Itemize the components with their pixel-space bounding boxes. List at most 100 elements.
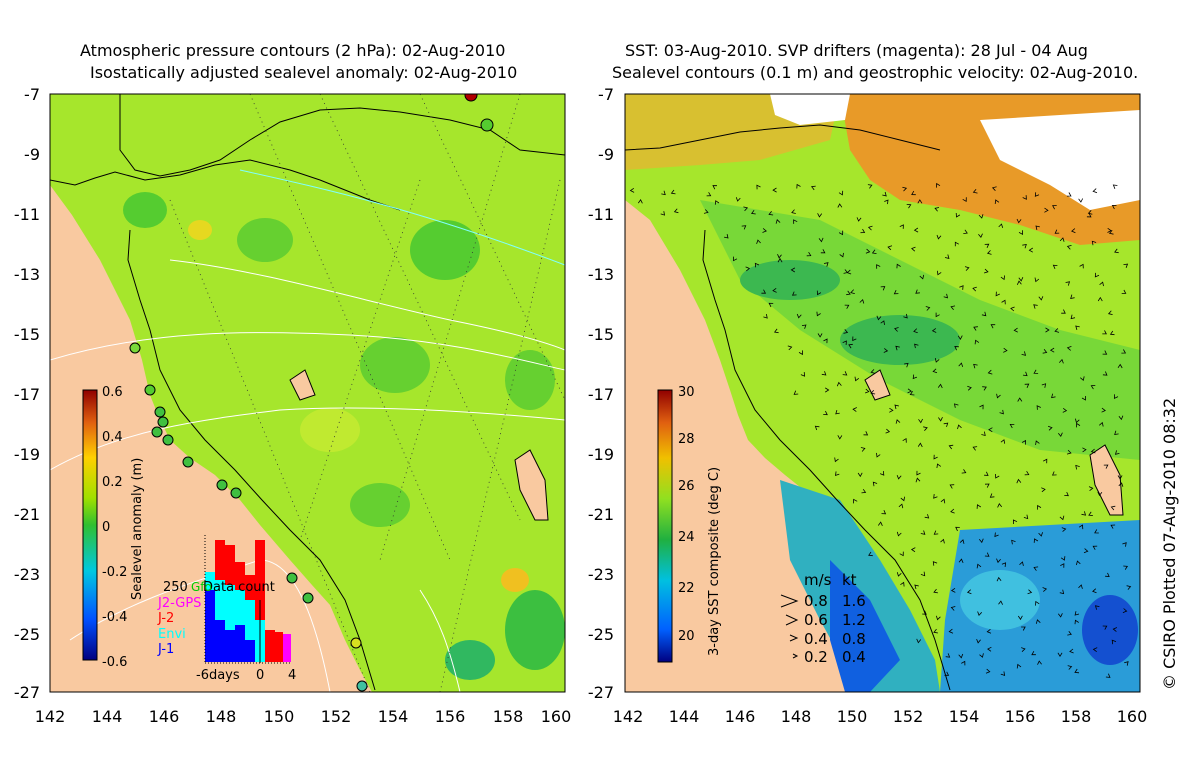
velocity-arrow	[944, 671, 950, 676]
velocity-arrow	[1126, 585, 1132, 590]
copyright-notice: © CSIRO Plotted 07-Aug-2010 08:32	[1160, 397, 1179, 690]
velocity-arrow	[1027, 589, 1033, 595]
velocity-arrow	[916, 638, 922, 644]
velocity-arrow	[924, 514, 930, 519]
velocity-arrow	[932, 368, 938, 374]
velocity-arrow	[772, 187, 777, 193]
left-colorbar-tick: -0.2	[102, 565, 127, 580]
velocity-arrow	[1059, 358, 1064, 364]
velocity-arrow	[906, 204, 912, 209]
velocity-arrow	[1124, 661, 1129, 666]
data-count-bar	[215, 580, 225, 620]
velocity-arrow	[877, 521, 883, 526]
velocity-arrow	[985, 668, 991, 674]
velocity-arrow	[934, 358, 940, 363]
velocity-arrow	[940, 498, 946, 504]
velocity-arrow	[820, 249, 826, 254]
velocity-arrow	[994, 199, 1000, 204]
velocity-arrow	[1003, 347, 1008, 353]
velocity-arrow	[1097, 491, 1103, 497]
sla-high-patch	[300, 408, 360, 452]
velocity-arrow	[936, 182, 941, 188]
velocity-arrow	[787, 345, 793, 351]
velocity-arrow	[1070, 314, 1076, 320]
velocity-arrow	[1042, 349, 1048, 354]
velocity-arrow	[943, 422, 949, 428]
velocity-arrow	[896, 263, 901, 269]
left-island	[514, 449, 549, 521]
velocity-arrow	[1062, 407, 1068, 413]
velocity-arrow	[940, 538, 945, 544]
velocity-arrow	[1076, 422, 1081, 428]
velocity-arrow	[1110, 505, 1116, 511]
velocity-arrow	[1000, 439, 1006, 444]
left-colorbar-tick: -0.6	[102, 655, 127, 670]
velocity-arrow	[1036, 405, 1041, 410]
velocity-arrow	[1082, 447, 1087, 453]
velocity-arrow	[954, 346, 959, 351]
velocity-arrow	[936, 234, 942, 240]
velocity-arrow	[1035, 600, 1040, 606]
left-island	[289, 369, 316, 401]
sla-low-patch	[505, 350, 555, 410]
velocity-arrow	[816, 311, 821, 317]
velocity-arrow	[1066, 245, 1072, 250]
right-x-tick: 146	[725, 707, 756, 726]
velocity-arrow	[963, 229, 968, 234]
velocity-arrow	[972, 286, 977, 292]
velocity-arrow	[1122, 542, 1127, 547]
tide-gauge-marker	[302, 592, 314, 604]
velocity-arrow	[1114, 430, 1119, 435]
velocity-arrow	[913, 328, 918, 334]
velocity-arrow	[1061, 309, 1066, 314]
right-x-tick: 148	[781, 707, 812, 726]
tide-gauge-marker	[480, 118, 494, 132]
velocity-arrow	[896, 572, 902, 577]
left-colorbar-tick: 0.4	[102, 430, 123, 445]
right-y-tick: -19	[588, 445, 614, 464]
velocity-arrow	[791, 209, 796, 214]
velocity-arrow	[934, 207, 940, 212]
velocity-arrow	[1060, 556, 1066, 561]
velocity-arrow	[991, 186, 997, 191]
right-colorbar-label: 3-day SST composite (deg C)	[707, 467, 722, 656]
velocity-arrow	[962, 197, 967, 202]
velocity-arrow	[961, 469, 967, 474]
velocity-arrow	[880, 320, 885, 325]
left-x-tick: 154	[378, 707, 409, 726]
sst-cloud-mask	[770, 94, 850, 125]
right-y-tick: -11	[588, 205, 614, 224]
velocity-arrow	[756, 239, 761, 245]
velocity-arrow	[983, 268, 989, 274]
right-y-tick: -27	[588, 683, 614, 702]
velocity-arrow	[917, 199, 923, 204]
velocity-arrow	[768, 302, 774, 308]
left-y-tick: -9	[24, 145, 40, 164]
velocity-arrow	[791, 291, 797, 296]
velocity-arrow	[1107, 227, 1112, 233]
right-colorbar-tick: 20	[678, 629, 695, 644]
velocity-arrow	[1054, 328, 1060, 333]
velocity-arrow	[1038, 296, 1044, 301]
sst-cool-region	[830, 560, 900, 692]
velocity-arrow	[896, 531, 902, 537]
velocity-arrow	[1035, 225, 1040, 230]
left-y-tick: -27	[14, 683, 40, 702]
velocity-arrow	[923, 426, 928, 431]
velocity-arrow	[1021, 439, 1026, 445]
velocity-arrow	[1105, 572, 1110, 577]
velocity-arrow	[895, 419, 901, 424]
right-colorbar	[657, 389, 673, 663]
velocity-arrow	[909, 390, 915, 396]
velocity-arrow	[933, 530, 939, 535]
left-coastline	[50, 159, 401, 211]
velocity-arrow	[918, 418, 923, 424]
sst-cool-patch	[840, 315, 960, 365]
velocity-arrow	[1118, 482, 1124, 487]
velocity-arrow	[1009, 424, 1015, 429]
velocity-arrow	[1013, 327, 1018, 333]
velocity-arrow	[1102, 625, 1108, 630]
velocity-arrow	[979, 404, 984, 410]
velocity-arrow	[745, 266, 751, 272]
velocity-arrow	[777, 257, 783, 263]
